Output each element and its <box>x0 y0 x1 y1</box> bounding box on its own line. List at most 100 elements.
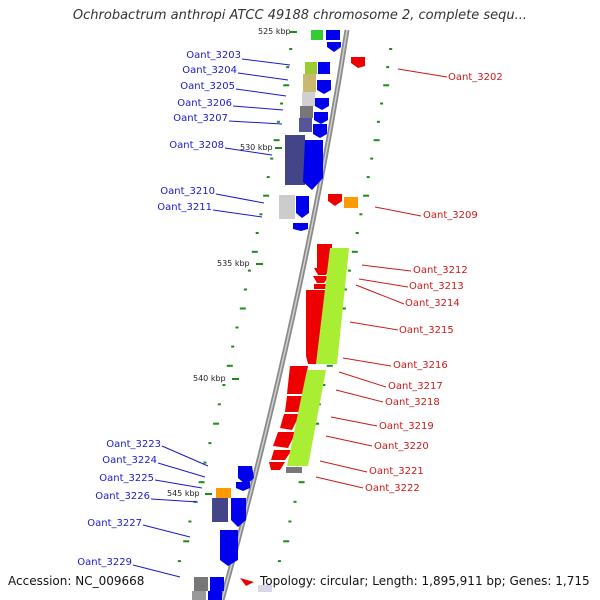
feature-bar <box>279 195 295 219</box>
tick-mark <box>251 250 258 253</box>
gene-label-reverse[interactable]: Oant_3213 <box>409 281 464 292</box>
kbp-label-540: 540 kbp <box>193 374 226 383</box>
gene-arrow <box>328 194 342 206</box>
gene-arrow <box>280 414 300 430</box>
gene-label-forward[interactable]: Oant_3204 <box>182 65 237 76</box>
tick-mark <box>277 560 281 563</box>
tick-mark <box>263 194 270 197</box>
tick-mark <box>373 139 380 142</box>
gene-label-reverse[interactable]: Oant_3214 <box>405 298 460 309</box>
feature-bar <box>305 62 317 74</box>
gene-arrow <box>314 268 330 275</box>
gene-label-reverse[interactable]: Oant_3209 <box>423 210 478 221</box>
gene-label-reverse[interactable]: Oant_3216 <box>393 360 448 371</box>
gene-arrow <box>313 276 329 283</box>
gene-label-forward[interactable]: Oant_3203 <box>186 50 241 61</box>
feature-bar <box>316 248 349 364</box>
gene-label-forward[interactable]: Oant_3226 <box>95 491 150 502</box>
tick-mark <box>270 157 274 160</box>
feature-bar <box>314 284 328 289</box>
kbp-label-525: 525 kbp <box>258 27 291 36</box>
gene-label-reverse[interactable]: Oant_3212 <box>413 265 468 276</box>
tick-mark <box>288 520 292 523</box>
tick-mark <box>259 213 263 216</box>
tick-mark <box>286 66 290 69</box>
kbp-tick <box>290 31 297 33</box>
tick-mark <box>351 250 358 253</box>
tick-mark <box>203 461 207 464</box>
tick-mark <box>343 288 347 291</box>
tick-mark <box>293 500 297 503</box>
gene-label-forward[interactable]: Oant_3207 <box>173 113 228 124</box>
kbp-label-535: 535 kbp <box>217 259 250 268</box>
tick-mark <box>226 364 233 367</box>
gene-label-forward[interactable]: Oant_3224 <box>102 455 157 466</box>
tick-mark <box>347 269 351 272</box>
forward-gene-labels: Oant_3203 Oant_3204 Oant_3205 Oant_3206 … <box>77 50 241 568</box>
feature-bar <box>258 585 272 592</box>
tick-mark <box>231 345 235 348</box>
tick-mark <box>322 384 326 386</box>
gene-label-reverse[interactable]: Oant_3218 <box>385 397 440 408</box>
tick-mark <box>386 66 390 69</box>
tick-mark <box>389 48 393 50</box>
tick-mark <box>339 307 346 310</box>
feature-bar <box>287 366 308 394</box>
gene-label-forward[interactable]: Oant_3205 <box>180 81 235 92</box>
tick-mark <box>177 560 181 563</box>
tick-mark <box>359 213 363 216</box>
gene-label-forward[interactable]: Oant_3225 <box>99 473 154 484</box>
feature-bar <box>302 92 315 106</box>
kbp-scale: 525 kbp 530 kbp 535 kbp 540 kbp 545 kbp <box>167 27 291 498</box>
gene-label-forward[interactable]: Oant_3206 <box>177 98 232 109</box>
feature-bar <box>318 62 330 74</box>
feature-bar <box>303 74 316 92</box>
tick-mark <box>326 364 333 367</box>
feature-bar <box>286 467 302 473</box>
gene-label-reverse[interactable]: Oant_3217 <box>388 381 443 392</box>
feature-bar <box>344 197 358 208</box>
gene-label-reverse[interactable]: Oant_3222 <box>365 483 420 494</box>
tick-mark <box>243 288 247 291</box>
gene-label-forward[interactable]: Oant_3229 <box>77 557 132 568</box>
tick-mark <box>235 326 239 329</box>
gene-arrow <box>273 432 296 448</box>
feature-bar <box>285 396 303 412</box>
gene-label-reverse[interactable]: Oant_3219 <box>379 421 434 432</box>
tick-guides <box>177 31 393 563</box>
kbp-tick <box>275 147 282 149</box>
tick-mark <box>217 403 221 406</box>
gene-arrow <box>238 466 254 485</box>
gene-label-forward[interactable]: Oant_3208 <box>169 140 224 151</box>
gene-arrow <box>317 80 331 94</box>
tick-mark <box>213 422 220 425</box>
kbp-tick <box>205 493 212 495</box>
gene-label-forward[interactable]: Oant_3227 <box>87 518 142 529</box>
gene-arrow <box>303 140 323 190</box>
gene-label-forward[interactable]: Oant_3223 <box>106 439 161 450</box>
gene-label-reverse[interactable]: Oant_3221 <box>369 466 424 477</box>
reverse-gene-labels: Oant_3202 Oant_3209 Oant_3212 Oant_3213 … <box>365 72 503 494</box>
gene-label-reverse[interactable]: Oant_3215 <box>399 325 454 336</box>
gene-arrow <box>351 57 365 68</box>
feature-bar <box>210 577 224 591</box>
accession-label: Accession: NC_009668 <box>8 574 145 588</box>
tick-mark <box>222 384 226 386</box>
feature-bar <box>192 591 206 600</box>
feature-bar <box>287 370 326 466</box>
gene-label-reverse[interactable]: Oant_3220 <box>374 441 429 452</box>
tick-mark <box>273 139 280 142</box>
gene-arrow <box>296 196 309 218</box>
gene-arrow <box>293 223 308 231</box>
tick-mark <box>370 157 374 160</box>
gene-arrow <box>269 462 285 470</box>
reverse-leader-lines <box>315 68 448 489</box>
tick-mark <box>376 120 380 123</box>
gene-label-forward[interactable]: Oant_3211 <box>157 202 212 213</box>
forward-leader-lines <box>132 58 291 578</box>
tick-mark <box>276 120 280 123</box>
gene-label-reverse[interactable]: Oant_3202 <box>448 72 503 83</box>
gene-label-forward[interactable]: Oant_3210 <box>160 186 215 197</box>
feature-bar <box>285 135 305 185</box>
